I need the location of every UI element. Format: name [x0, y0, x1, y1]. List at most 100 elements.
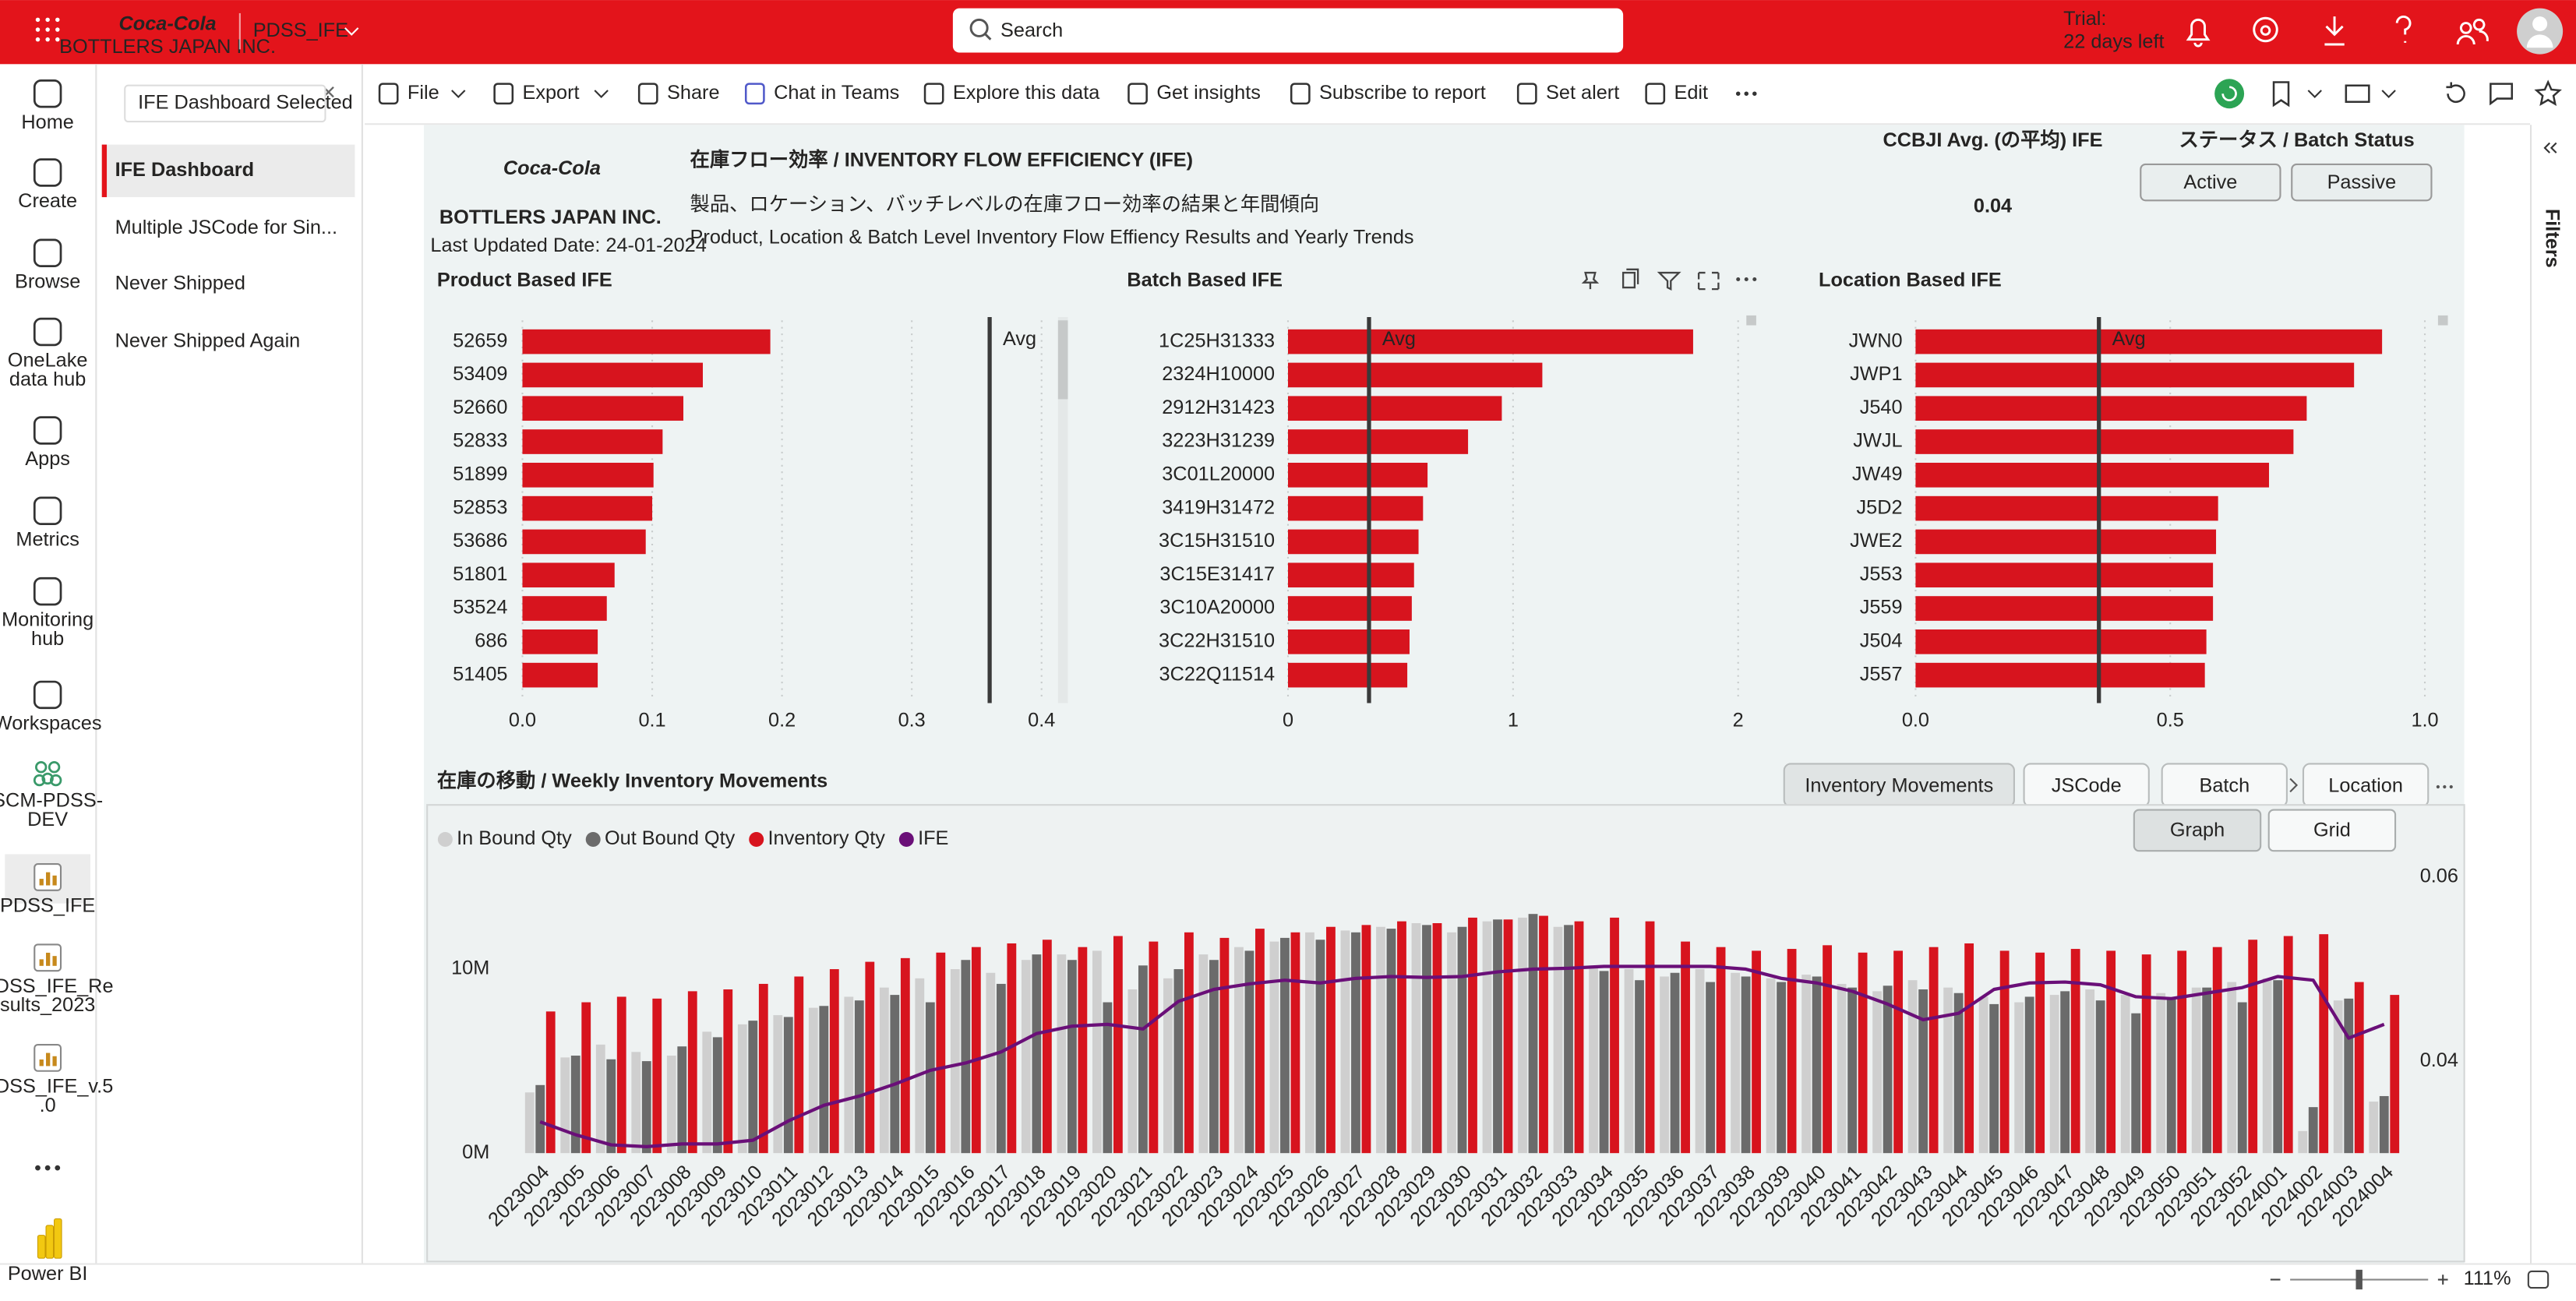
bar	[1397, 921, 1406, 1154]
nav-label: Power BI	[8, 1263, 88, 1285]
y-tick-label: 51405	[453, 663, 507, 685]
y-tick-label: JWE2	[1850, 530, 1902, 552]
toolbar-label: Edit	[1674, 82, 1708, 104]
toolbar-button[interactable]: Share	[637, 82, 720, 105]
comment-icon[interactable]	[2490, 83, 2514, 106]
toolbar-button[interactable]: Get insights	[1127, 82, 1261, 105]
nav-more[interactable]	[35, 1165, 61, 1171]
bar	[1528, 914, 1538, 1154]
toolbar-button[interactable]: Edit	[1645, 82, 1708, 105]
bar	[1964, 943, 1974, 1154]
y-tick-label: 51899	[453, 464, 507, 485]
favorite-icon[interactable]	[2534, 79, 2562, 107]
scrollbar-thumb[interactable]	[1746, 315, 1756, 326]
legend-item[interactable]: IFE	[898, 827, 949, 849]
report-tab[interactable]: JSCode	[2023, 763, 2150, 808]
bar	[829, 969, 839, 1154]
search-box[interactable]: Search	[952, 8, 1624, 53]
expand-filters[interactable]	[2543, 142, 2557, 153]
copy-icon[interactable]	[1621, 268, 1639, 289]
brand-sub: BOTTLERS JAPAN INC.	[59, 36, 276, 58]
scrollbar-thumb[interactable]	[2437, 315, 2448, 326]
nav-icon-bar	[52, 875, 57, 886]
toolbar-button[interactable]: Subscribe to report	[1290, 82, 1486, 105]
view-toggle[interactable]: Graph	[2133, 809, 2262, 852]
zoom-control[interactable]: 111%	[2270, 1268, 2511, 1289]
status-button[interactable]: Active	[2140, 163, 2281, 202]
view-toggle[interactable]: Grid	[2267, 809, 2397, 852]
tabs-more[interactable]	[2436, 784, 2453, 789]
share-people-icon[interactable]	[2456, 18, 2489, 45]
toolbar-button[interactable]: Export	[493, 82, 609, 105]
app-launcher[interactable]	[35, 17, 60, 42]
legend-item[interactable]: Out Bound Qty	[585, 827, 736, 849]
bar	[1645, 921, 1655, 1154]
bar	[996, 983, 1006, 1154]
page-tab[interactable]: Never Shipped Again	[115, 330, 301, 351]
report-tab[interactable]: Location	[2302, 763, 2430, 808]
bar	[1078, 947, 1088, 1154]
help-icon[interactable]	[2395, 16, 2412, 43]
legend-item[interactable]: In Bound Qty	[437, 827, 572, 849]
account-avatar[interactable]	[2517, 8, 2564, 55]
bar	[687, 991, 697, 1154]
nav-item[interactable]: PDSS_IFE_Results_2023	[0, 943, 114, 1016]
bar	[522, 429, 663, 454]
scrollbar[interactable]	[1057, 316, 1068, 703]
settings-icon[interactable]	[2253, 16, 2278, 43]
nav-item[interactable]: Create	[18, 158, 77, 213]
pin-icon[interactable]	[1581, 271, 1600, 290]
power-bi-home[interactable]: Power BI	[8, 1218, 88, 1285]
y-tick-label: J540	[1860, 397, 1903, 418]
bar	[631, 1052, 641, 1154]
nav-icon	[33, 680, 62, 710]
bar	[1113, 936, 1123, 1154]
workspace-switcher[interactable]: PDSS_IFE	[253, 19, 359, 41]
refresh-visuals[interactable]	[2214, 79, 2245, 109]
page-tab[interactable]: IFE Dashboard	[115, 159, 255, 181]
nav-item[interactable]: PDSS_IFE	[0, 854, 95, 917]
nav-item[interactable]: Workspaces	[0, 680, 102, 735]
tab-scroll[interactable]	[2289, 777, 2299, 793]
nav-icon	[33, 238, 62, 268]
nav-item[interactable]: Metrics	[16, 496, 79, 551]
nav-item[interactable]: Apps	[25, 416, 70, 471]
nav-item[interactable]: SCM-PDSS-DEV	[0, 761, 103, 830]
scrollbar-thumb[interactable]	[1057, 320, 1068, 400]
bar	[1915, 596, 2214, 621]
page-tab[interactable]: Never Shipped	[115, 273, 245, 294]
nav-item[interactable]: Browse	[15, 238, 80, 293]
nav-item[interactable]: Home	[21, 79, 74, 133]
bar	[1978, 996, 1988, 1154]
filters-pane-label[interactable]: Filters	[2542, 209, 2564, 268]
download-icon[interactable]	[2324, 16, 2345, 46]
page-tab[interactable]: Multiple JSCode for Sin...	[115, 217, 337, 238]
refresh-icon[interactable]	[2446, 82, 2465, 104]
bar	[925, 1002, 935, 1154]
bar	[2095, 1000, 2105, 1154]
legend-item[interactable]: Inventory Qty	[749, 827, 885, 849]
toolbar-button[interactable]: Set alert	[1516, 82, 1619, 105]
filter-icon[interactable]	[1657, 271, 1681, 291]
visual-more[interactable]	[1736, 277, 1757, 282]
focus-icon[interactable]	[1697, 271, 1720, 291]
toolbar-more[interactable]	[1735, 91, 1757, 96]
bar	[2106, 950, 2116, 1154]
report-tab[interactable]: Batch	[2161, 763, 2288, 808]
fit-page[interactable]	[2527, 1270, 2550, 1289]
notifications-icon[interactable]	[2186, 18, 2211, 48]
toolbar-button[interactable]: Chat in Teams	[744, 82, 899, 105]
toolbar-button[interactable]: File	[378, 82, 466, 105]
report-tab[interactable]: Inventory Movements	[1783, 763, 2015, 808]
bar	[1953, 992, 1964, 1154]
nav-item[interactable]: PDSS_IFE_v.5.0	[0, 1043, 113, 1116]
bookmark-icon[interactable]	[2272, 81, 2290, 108]
bar	[1837, 983, 1847, 1154]
button-bg	[2291, 163, 2433, 202]
bar	[1288, 596, 1412, 621]
view-icon[interactable]	[2345, 84, 2370, 104]
status-button[interactable]: Passive	[2291, 163, 2433, 202]
toolbar-button[interactable]: Explore this data	[923, 82, 1100, 105]
